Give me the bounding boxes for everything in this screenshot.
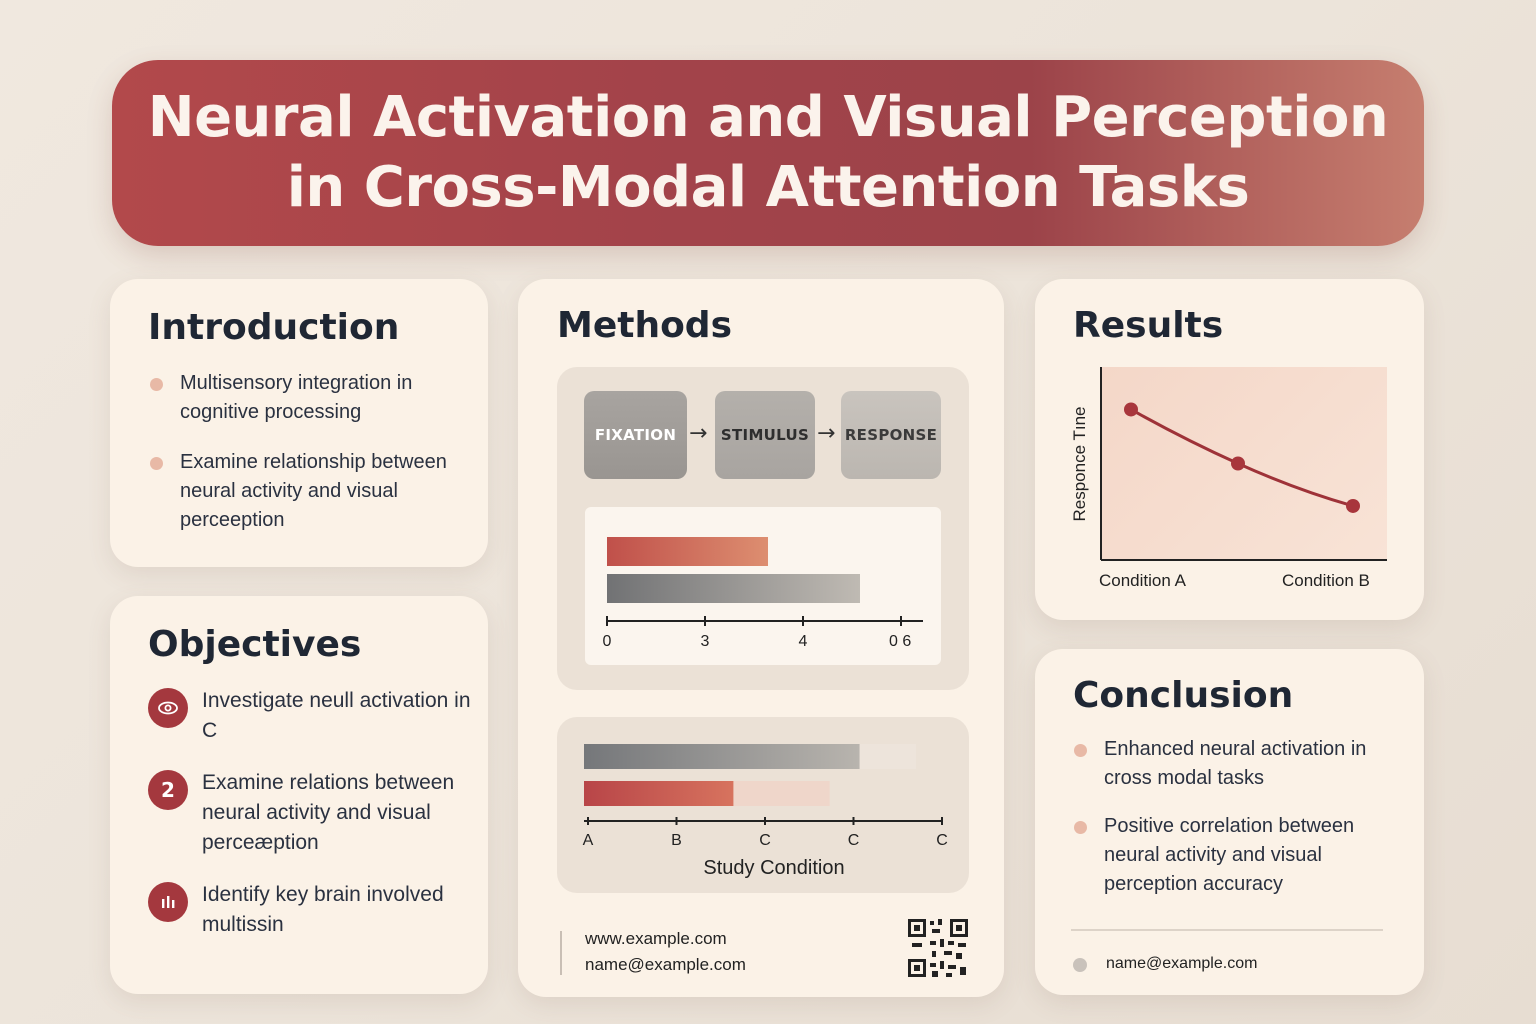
chart-2-xlabel: Study Condition bbox=[703, 857, 845, 879]
tick-label: B bbox=[671, 832, 682, 849]
objective-item: Investigate neull activation in C bbox=[148, 686, 471, 756]
number-badge-icon: 2 bbox=[148, 770, 188, 810]
results-x-label-b: Condition B bbox=[1282, 571, 1370, 590]
contact-dot-icon bbox=[1073, 958, 1087, 972]
footer-url[interactable]: www.example.com bbox=[585, 929, 727, 948]
results-chart-svg bbox=[1100, 367, 1387, 561]
tick-label: C bbox=[759, 832, 771, 849]
objective-item: Identify key brain involved multissin bbox=[148, 880, 468, 950]
objectives-card: Objectives Investigate neull activation … bbox=[110, 596, 488, 994]
introduction-bullets: Multisensory integration in cognitive pr… bbox=[150, 369, 450, 556]
list-item: Multisensory integration in cognitive pr… bbox=[150, 369, 450, 427]
data-point bbox=[1124, 402, 1138, 417]
methods-chart-2-panel: A B C C C Study Condition bbox=[557, 717, 969, 893]
bar-1 bbox=[607, 574, 860, 603]
methods-flow-panel: FIXATION → STIMULUS → RESPONSE 0 3 4 0 6 bbox=[557, 367, 969, 690]
bullet-dot-icon bbox=[1074, 821, 1087, 834]
arrow-icon: → bbox=[689, 421, 708, 446]
methods-card: Methods FIXATION → STIMULUS → RESPONSE 0… bbox=[518, 279, 1004, 997]
tick-label: A bbox=[583, 832, 594, 849]
data-point bbox=[1346, 498, 1360, 513]
tick-label: 0 bbox=[603, 633, 612, 650]
arrow-icon: → bbox=[817, 421, 836, 446]
methods-chart-1: 0 3 4 0 6 bbox=[585, 507, 941, 665]
bullet-dot-icon bbox=[150, 378, 163, 391]
objective-text: Identify key brain involved multissin bbox=[202, 883, 444, 936]
tick-label: C bbox=[848, 832, 860, 849]
tick-label: 3 bbox=[701, 633, 710, 650]
bar-0 bbox=[584, 744, 860, 769]
tick-label: 0 6 bbox=[889, 633, 911, 650]
chart-1-svg: 0 3 4 0 6 bbox=[603, 537, 923, 650]
step-stimulus: STIMULUS bbox=[715, 391, 815, 479]
bullet-dot-icon bbox=[1074, 744, 1087, 757]
list-item: Examine relationship between neural acti… bbox=[150, 448, 450, 535]
data-point bbox=[1231, 456, 1245, 471]
results-x-label-a: Condition A bbox=[1099, 571, 1186, 590]
title-line-1: Neural Activation and Visual Perception bbox=[147, 85, 1389, 150]
title-line-2: in Cross-Modal Attention Tasks bbox=[286, 155, 1250, 220]
bar-chart-icon bbox=[148, 882, 188, 922]
methods-footer-divider bbox=[560, 931, 562, 975]
conclusion-email[interactable]: name@example.com bbox=[1106, 955, 1258, 972]
step-response: RESPONSE bbox=[841, 391, 941, 479]
list-item: Enhanced neural activation in cross moda… bbox=[1074, 735, 1394, 793]
objective-text: Examine relations between neural activit… bbox=[202, 771, 455, 854]
conclusion-card: Conclusion Enhanced neural activation in… bbox=[1035, 649, 1424, 995]
tick-label: 4 bbox=[799, 633, 808, 650]
conclusion-title: Conclusion bbox=[1073, 675, 1294, 716]
results-ylabel: Responce Tıne bbox=[1070, 406, 1089, 522]
objective-item: 2 Examine relations between neural activ… bbox=[148, 768, 468, 864]
conclusion-bullets: Enhanced neural activation in cross moda… bbox=[1074, 735, 1394, 920]
list-item: Positive correlation between neural acti… bbox=[1074, 812, 1394, 899]
introduction-title: Introduction bbox=[148, 307, 400, 348]
conclusion-divider bbox=[1071, 929, 1383, 931]
footer-email[interactable]: name@example.com bbox=[585, 955, 746, 974]
bar-0 bbox=[607, 537, 768, 566]
title-banner: Neural Activation and Visual Perception … bbox=[112, 60, 1424, 246]
results-card: Results Responce Tıne Condition A Condit… bbox=[1035, 279, 1424, 620]
objectives-title: Objectives bbox=[148, 624, 362, 665]
tick-label: C bbox=[936, 832, 948, 849]
eye-icon bbox=[148, 688, 188, 728]
step-fixation: FIXATION bbox=[584, 391, 687, 479]
bullet-dot-icon bbox=[150, 457, 163, 470]
results-title: Results bbox=[1073, 305, 1224, 346]
objective-text: Investigate neull activation in C bbox=[202, 689, 471, 742]
methods-title: Methods bbox=[557, 305, 733, 346]
series-line bbox=[1130, 408, 1354, 508]
qr-code-icon[interactable] bbox=[908, 919, 968, 977]
introduction-card: Introduction Multisensory integration in… bbox=[110, 279, 488, 567]
bar-1 bbox=[584, 781, 734, 806]
